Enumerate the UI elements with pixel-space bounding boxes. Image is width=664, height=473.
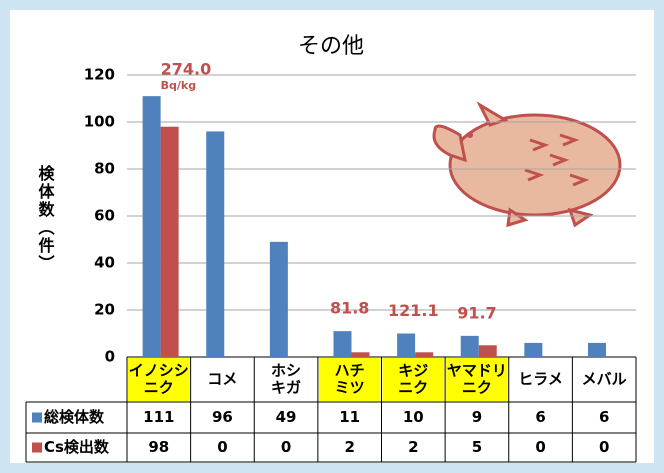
bar [479, 345, 497, 357]
table-value: 0 [281, 438, 291, 456]
bar [351, 352, 369, 357]
table-value: 5 [472, 438, 482, 456]
table-value: 96 [212, 408, 233, 426]
bar [524, 343, 542, 357]
bar [461, 336, 479, 357]
y-tick-label: 40 [94, 254, 115, 272]
table-value: 0 [535, 438, 545, 456]
bar [270, 242, 288, 357]
x-tick-label: ニク [462, 379, 492, 397]
annotation-unit: Bq/kg [161, 79, 196, 92]
legend-label: Cs検出数 [44, 438, 110, 456]
bar [397, 334, 415, 358]
bar [333, 331, 351, 357]
y-tick-label: 20 [94, 301, 115, 319]
x-tick-label: ニク [144, 379, 174, 397]
y-tick-label: 80 [94, 160, 115, 178]
x-tick-label: キガ [271, 379, 301, 397]
chart: その他 検体数（件） 020406080100120総検体数Cs検出数イノシシニ… [0, 0, 664, 473]
table-value: 98 [148, 438, 169, 456]
table-value: 0 [599, 438, 609, 456]
table-value: 11 [339, 408, 360, 426]
x-tick-label: ヤマドリ [447, 362, 507, 380]
y-tick-label: 60 [94, 207, 115, 225]
x-tick-label: イノシシ [129, 362, 189, 380]
table-value: 49 [276, 408, 297, 426]
legend-swatch [32, 413, 42, 423]
annotation: 274.0 [161, 60, 212, 79]
y-tick-label: 100 [84, 113, 115, 131]
x-tick-label: ホシ [271, 362, 301, 380]
legend-label: 総検体数 [44, 408, 105, 426]
chart-title: その他 [298, 34, 364, 59]
annotation: 81.8 [330, 299, 369, 318]
annotation: 91.7 [457, 303, 496, 322]
legend-swatch [32, 443, 42, 453]
annotation: 121.1 [388, 301, 439, 320]
bar [415, 352, 433, 357]
bar [143, 96, 161, 357]
x-tick-label: コメ [207, 370, 237, 388]
table-value: 10 [403, 408, 424, 426]
table-value: 0 [217, 438, 227, 456]
table-value: 111 [143, 408, 174, 426]
x-tick-label: メバル [582, 370, 627, 388]
bar [206, 131, 224, 357]
y-axis-label: 検体数（件） [36, 164, 55, 273]
y-tick-label: 0 [105, 348, 115, 366]
page: その他 検体数（件） 020406080100120総検体数Cs検出数イノシシニ… [0, 0, 664, 473]
table-value: 2 [344, 438, 354, 456]
x-tick-label: キジ [398, 362, 428, 380]
x-tick-label: ミツ [335, 379, 365, 397]
x-tick-label: ヒラメ [518, 370, 563, 388]
y-tick-label: 120 [84, 66, 115, 84]
x-tick-label: ハチ [335, 362, 365, 380]
table-value: 9 [472, 408, 482, 426]
table-value: 6 [535, 408, 545, 426]
bar [161, 127, 179, 357]
table-value: 2 [408, 438, 418, 456]
x-tick-label: ニク [398, 379, 428, 397]
bar [588, 343, 606, 357]
table-value: 6 [599, 408, 609, 426]
